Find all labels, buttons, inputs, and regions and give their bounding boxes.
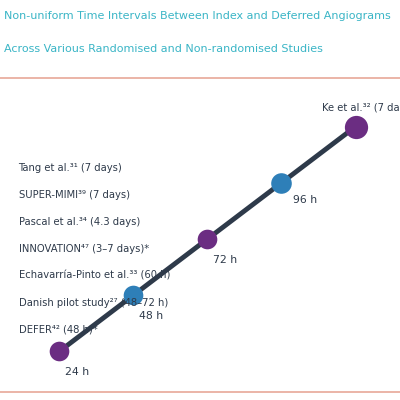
Text: Danish pilot study²⁷ (48–72 h): Danish pilot study²⁷ (48–72 h) — [18, 298, 168, 308]
Text: INNOVATION⁴⁷ (3–7 days)*: INNOVATION⁴⁷ (3–7 days)* — [18, 244, 149, 254]
Point — [352, 123, 359, 130]
Text: Non-uniform Time Intervals Between Index and Deferred Angiograms: Non-uniform Time Intervals Between Index… — [4, 11, 391, 21]
Text: 24 h: 24 h — [65, 367, 89, 377]
Text: 72 h: 72 h — [213, 255, 238, 265]
Text: Across Various Randomised and Non-randomised Studies: Across Various Randomised and Non-random… — [4, 44, 323, 54]
Point — [56, 348, 62, 355]
Point — [130, 292, 136, 298]
Text: DEFER⁴² (48 h)*: DEFER⁴² (48 h)* — [18, 324, 97, 334]
Text: Echavarría-Pinto et al.³³ (60 h): Echavarría-Pinto et al.³³ (60 h) — [18, 271, 170, 281]
Text: 96 h: 96 h — [292, 195, 317, 205]
Text: Pascal et al.³⁴ (4.3 days): Pascal et al.³⁴ (4.3 days) — [18, 217, 140, 227]
Point — [204, 236, 211, 242]
Point — [278, 180, 285, 186]
Text: SUPER-MIMI³⁹ (7 days): SUPER-MIMI³⁹ (7 days) — [18, 190, 130, 200]
Text: Tang et al.³¹ (7 days): Tang et al.³¹ (7 days) — [18, 163, 122, 173]
Text: Ke et al.³² (7 day: Ke et al.³² (7 day — [322, 102, 400, 112]
Text: 48 h: 48 h — [139, 311, 163, 321]
